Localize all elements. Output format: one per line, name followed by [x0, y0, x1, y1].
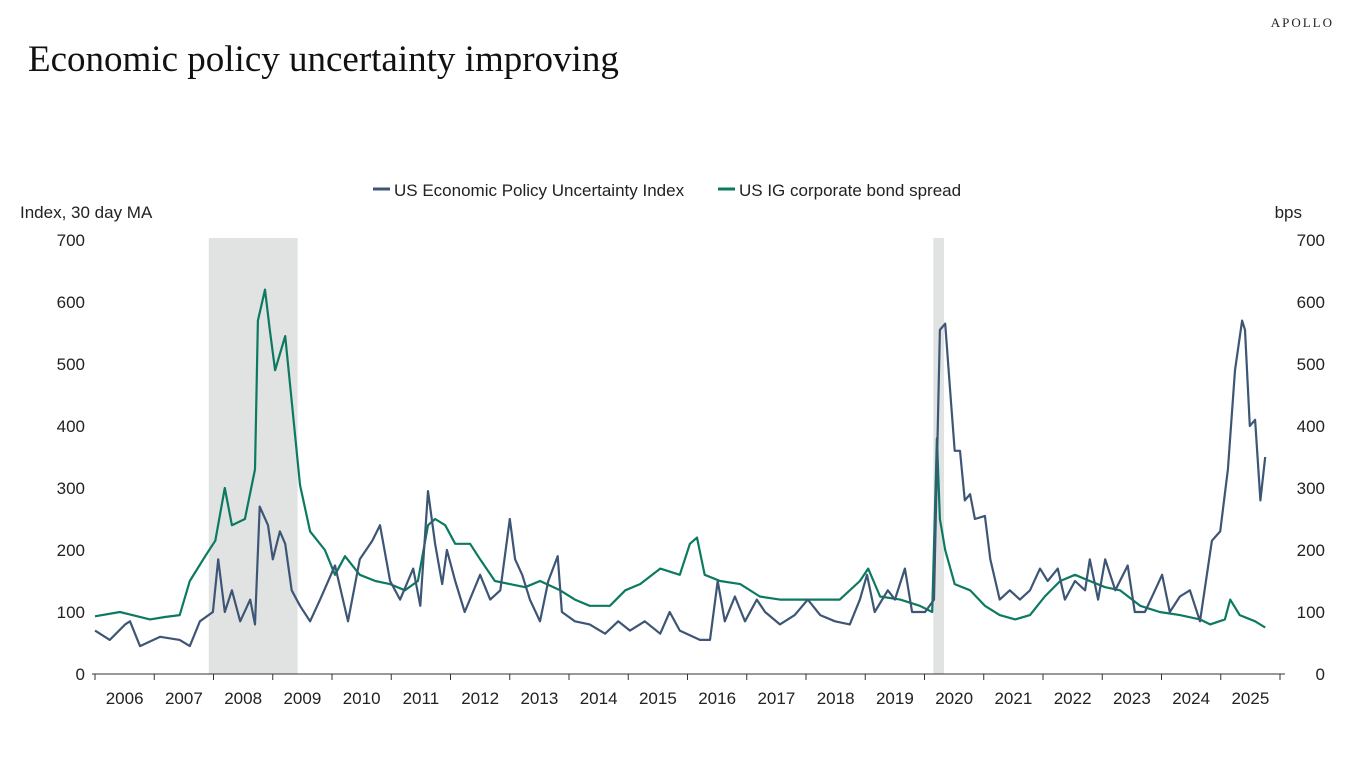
y-tick-label-right: 700 [1297, 231, 1325, 250]
y-tick-label-right: 100 [1297, 603, 1325, 622]
x-tick-label: 2024 [1172, 689, 1210, 708]
x-tick-label: 2009 [283, 689, 321, 708]
x-tick-label: 2016 [698, 689, 736, 708]
recession-shading [208, 238, 298, 674]
y-tick-label-left: 100 [57, 603, 85, 622]
y-axis-right-label: bps [1275, 203, 1302, 222]
y-tick-label-left: 200 [57, 541, 85, 560]
legend: US Economic Policy Uncertainty Index US … [373, 181, 961, 200]
x-tick-label: 2015 [639, 689, 677, 708]
recession-shading [933, 238, 945, 674]
x-tick-label: 2008 [224, 689, 262, 708]
x-tick-label: 2014 [580, 689, 618, 708]
y-tick-label-right: 300 [1297, 479, 1325, 498]
x-tick-label: 2025 [1231, 689, 1269, 708]
y-axis-left-label: Index, 30 day MA [20, 203, 153, 222]
y-tick-label-left: 0 [76, 665, 85, 684]
x-tick-label: 2012 [461, 689, 499, 708]
y-tick-label-left: 400 [57, 417, 85, 436]
y-tick-label-right: 500 [1297, 355, 1325, 374]
x-tick-label: 2022 [1054, 689, 1092, 708]
x-tick-label: 2013 [520, 689, 558, 708]
page-title: Economic policy uncertainty improving [28, 39, 619, 80]
x-tick-label: 2018 [817, 689, 855, 708]
x-tick-label: 2011 [403, 689, 440, 708]
y-tick-label-left: 700 [57, 231, 85, 250]
x-tick-label: 2017 [757, 689, 795, 708]
y-tick-label-right: 600 [1297, 293, 1325, 312]
y-tick-label-left: 500 [57, 355, 85, 374]
x-tick-label: 2010 [343, 689, 381, 708]
series-line-ig-spread [94, 288, 1266, 629]
y-tick-label-left: 300 [57, 479, 85, 498]
x-tick-label: 2019 [876, 689, 914, 708]
series-line-epu [94, 319, 1267, 648]
x-tick-label: 2023 [1113, 689, 1151, 708]
x-tick-label: 2007 [165, 689, 203, 708]
legend-label-ig-spread: US IG corporate bond spread [739, 181, 961, 200]
apollo-logo: APOLLO [1270, 15, 1334, 30]
y-tick-label-right: 0 [1316, 665, 1325, 684]
y-tick-label-left: 600 [57, 293, 85, 312]
y-tick-label-right: 400 [1297, 417, 1325, 436]
x-tick-label: 2006 [106, 689, 144, 708]
y-tick-label-right: 200 [1297, 541, 1325, 560]
x-tick-label: 2020 [935, 689, 973, 708]
legend-label-epu: US Economic Policy Uncertainty Index [394, 181, 685, 200]
x-tick-label: 2021 [994, 689, 1032, 708]
